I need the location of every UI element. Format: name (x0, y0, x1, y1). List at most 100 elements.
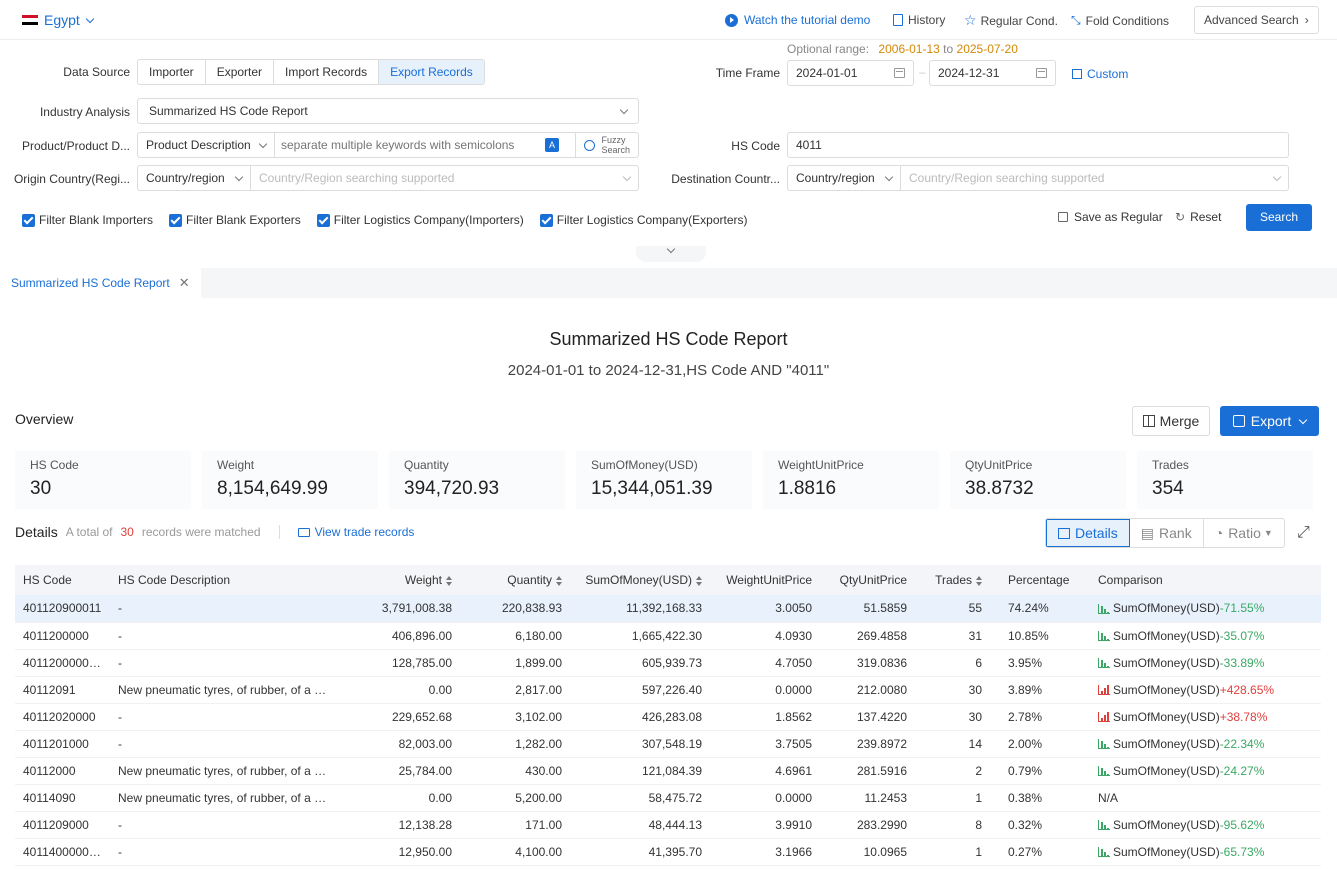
table-cell: 605,939.73 (570, 649, 710, 677)
view-ratio-tab[interactable]: ◔ Ratio ▼ (1214, 525, 1273, 541)
table-row[interactable]: 4011200000-406,896.00 6,180.00 1,665,422.3… (15, 622, 1321, 650)
col-sum-of-money[interactable]: SumOfMoney(USD) (570, 565, 710, 595)
reset-button[interactable]: ↻ Reset (1175, 210, 1221, 224)
country-name: Egypt (44, 12, 80, 28)
trend-down-icon (1098, 739, 1110, 750)
date-from-input[interactable]: 2024-01-01 (787, 60, 914, 86)
close-icon[interactable]: ✕ (178, 275, 190, 290)
table-row[interactable]: 4011209000-12,138.28 171.00 48,444.13 3.991… (15, 811, 1321, 839)
view-details-tab[interactable]: Details (1046, 519, 1130, 547)
industry-analysis-select[interactable]: Summarized HS Code Report (137, 98, 639, 124)
table-cell: - (110, 730, 340, 758)
table-cell: 307,548.19 (570, 730, 710, 758)
keyword-input[interactable] (275, 133, 545, 157)
col-weight[interactable]: Weight (340, 565, 460, 595)
export-button[interactable]: Export (1220, 406, 1319, 436)
filter-blank-exporters-checkbox[interactable]: Filter Blank Exporters (169, 213, 301, 227)
table-row[interactable]: 40114090 New pneumatic tyres, of rubber, … (15, 784, 1321, 812)
calendar-icon (1036, 68, 1047, 78)
table-row[interactable]: 401120000000-128,785.00 1,899.00 605,939.7… (15, 649, 1321, 677)
fuzzy-search-button[interactable]: Fuzzy Search (575, 133, 638, 157)
table-cell: - (110, 622, 340, 650)
date-to-input[interactable]: 2024-12-31 (929, 60, 1056, 86)
col-trades[interactable]: Trades (915, 565, 990, 595)
table-cell: 3.1966 (710, 838, 820, 866)
data-source-importer[interactable]: Importer (138, 60, 206, 84)
total-of-label: A total of (65, 525, 113, 539)
table-cell: 11,392,168.33 (570, 595, 710, 623)
product-type-select[interactable]: Product Description (138, 133, 275, 157)
range-end: 2025-07-20 (956, 42, 1018, 56)
origin-type-select[interactable]: Country/region (138, 166, 251, 190)
table-row[interactable]: 40112000 New pneumatic tyres, of rubber, … (15, 757, 1321, 785)
table-cell: New pneumatic tyres, of rubber, of a kin… (110, 676, 340, 704)
card-sum-of-money: SumOfMoney(USD) 15,344,051.39 (576, 451, 752, 509)
reset-label: Reset (1190, 210, 1222, 224)
table-cell: 3.9910 (710, 811, 820, 839)
hs-code-input[interactable]: 4011 (787, 132, 1289, 158)
destination-country-group: Country/region Country/Region searching … (787, 165, 1289, 191)
table-row[interactable]: 401120900011-3,791,008.38 220,838.93 11,39… (15, 595, 1321, 623)
table-row[interactable]: 40112091 New pneumatic tyres, of rubber, … (15, 676, 1321, 704)
merge-button[interactable]: Merge (1132, 406, 1210, 436)
col-quantity[interactable]: Quantity (460, 565, 570, 595)
card-hs-code: HS Code 30 (15, 451, 191, 509)
comparison-metric: SumOfMoney(USD) (1113, 763, 1220, 778)
tutorial-link[interactable]: Watch the tutorial demo (725, 13, 870, 27)
checkbox-checked-icon (316, 213, 330, 227)
destination-type-select[interactable]: Country/region (788, 166, 901, 190)
fullscreen-icon[interactable]: ⤢ (1297, 524, 1310, 541)
table-cell: 3.89% (990, 676, 1090, 704)
view-rank-tab[interactable]: ▤ Rank (1130, 519, 1204, 547)
details-header: Details A total of 30 records were match… (15, 524, 414, 540)
collapse-toggle[interactable] (636, 244, 706, 262)
table-cell: 212.0080 (820, 676, 915, 704)
fold-conditions-button[interactable]: ⤡ Fold Conditions (1071, 13, 1169, 28)
history-doc-icon (893, 14, 903, 26)
filter-blank-importers-checkbox[interactable]: Filter Blank Importers (22, 213, 153, 227)
country-selector[interactable]: Egypt (22, 12, 95, 28)
data-source-import-records[interactable]: Import Records (274, 60, 380, 84)
table-cell: 10.0965 (820, 838, 915, 866)
view-trade-records-link[interactable]: View trade records (297, 525, 414, 539)
data-source-exporter[interactable]: Exporter (206, 60, 275, 84)
view-switcher: Details ▤ Rank ◔ Ratio ▼ (1045, 518, 1285, 548)
comparison-change: -33.89% (1219, 655, 1265, 670)
destination-country-input[interactable]: Country/Region searching supported (901, 166, 1288, 190)
checkbox-checked-icon (539, 213, 553, 227)
table-row[interactable]: 40112020000-229,652.68 3,102.00 426,283.08… (15, 703, 1321, 731)
sort-icon (976, 575, 982, 586)
report-title: Summarized HS Code Report (549, 329, 788, 349)
filter-logistics-exporters-checkbox[interactable]: Filter Logistics Company(Exporters) (539, 213, 748, 227)
table-cell: 14 (915, 730, 990, 758)
origin-country-input[interactable]: Country/Region searching supported (251, 166, 638, 190)
table-cell: 4,100.00 (460, 838, 570, 866)
advanced-search-button[interactable]: Advanced Search › (1194, 6, 1319, 34)
table-cell: 2 (915, 757, 990, 785)
table-cell: 82,003.00 (340, 730, 460, 758)
report-tab[interactable]: Summarized HS Code Report ✕ (0, 268, 201, 298)
details-heading: Details (15, 524, 58, 540)
table-cell: 5,200.00 (460, 784, 570, 812)
comparison-change: -65.73% (1219, 844, 1265, 859)
table-cell: 58,475.72 (570, 784, 710, 812)
comparison-metric: SumOfMoney(USD) (1113, 817, 1220, 832)
table-row[interactable]: 401140000000-12,950.00 4,100.00 41,395.70 3… (15, 838, 1321, 866)
table-row[interactable]: 4011201000-82,003.00 1,282.00 307,548.19 3.… (15, 730, 1321, 758)
history-button[interactable]: History (893, 13, 945, 27)
chevron-down-icon (619, 105, 629, 114)
filter-logistics-importers-checkbox[interactable]: Filter Logistics Company(Importers) (316, 213, 524, 227)
translate-icon[interactable]: A (545, 138, 559, 152)
custom-button[interactable]: Custom (1072, 67, 1128, 81)
regular-cond-button[interactable]: ☆ Regular Cond. (964, 12, 1058, 29)
table-cell: 4.0930 (710, 622, 820, 650)
grid-icon (1058, 527, 1070, 539)
star-icon: ☆ (964, 12, 977, 28)
save-as-regular-button[interactable]: Save as Regular (1058, 210, 1163, 224)
data-source-export-records[interactable]: Export Records (379, 60, 484, 84)
comparison-cell: SumOfMoney(USD)-71.55% (1090, 595, 1321, 623)
data-source-segmented: Importer Exporter Import Records Export … (137, 59, 485, 85)
search-button[interactable]: Search (1246, 204, 1312, 231)
chevron-down-icon (234, 172, 244, 181)
table-cell: 4.7050 (710, 649, 820, 677)
